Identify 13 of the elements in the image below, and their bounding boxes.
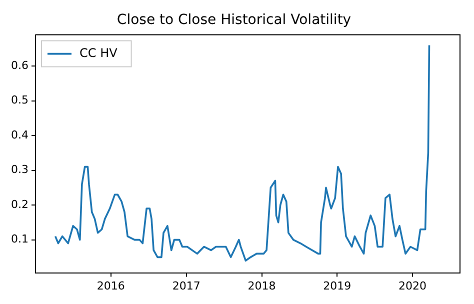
y-tick-label: 0.5 — [10, 94, 28, 107]
x-tick-label: 2019 — [323, 279, 352, 292]
chart-title: Close to Close Historical Volatility — [116, 12, 352, 28]
x-tick-label: 2018 — [248, 279, 276, 292]
x-tick-label: 2020 — [398, 279, 427, 292]
y-tick-label: 0.2 — [10, 198, 28, 211]
y-tick-label: 0.3 — [10, 163, 28, 176]
x-tick-label: 2017 — [172, 279, 200, 292]
y-tick-label: 0.4 — [10, 128, 28, 142]
x-tick-label: 2016 — [96, 279, 125, 292]
y-tick-label: 0.6 — [10, 58, 28, 72]
legend-label: CC HV — [79, 46, 118, 60]
y-tick-label: 0.1 — [10, 232, 28, 246]
